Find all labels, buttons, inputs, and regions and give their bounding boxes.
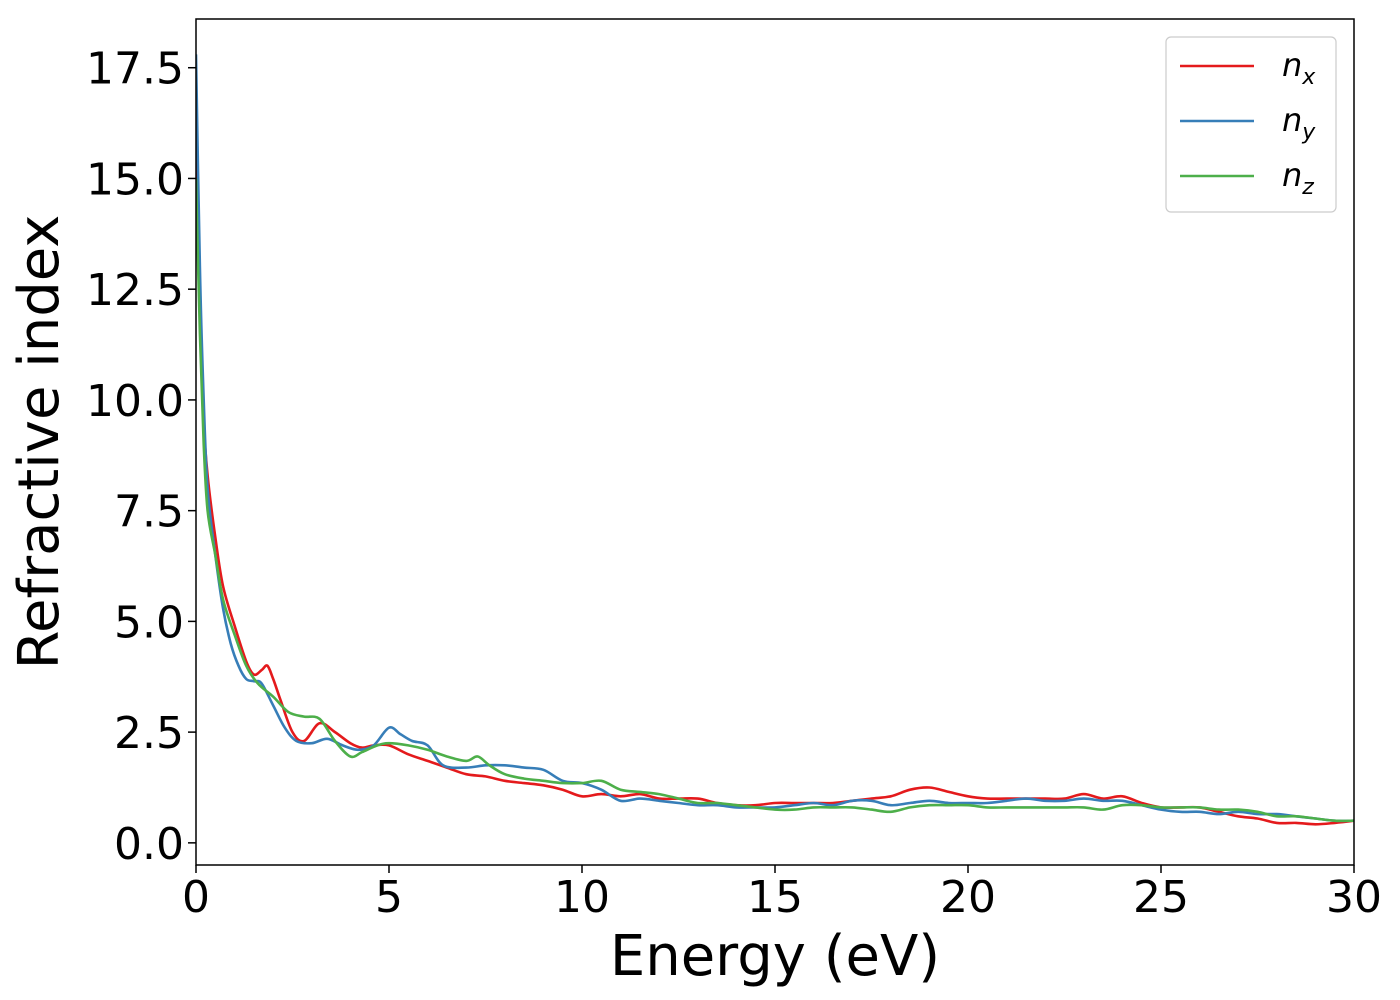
y-axis: 0.0 2.5 5.0 7.5 10.0 12.5 15.0 17.5 [86, 44, 196, 870]
series-line-x [196, 156, 1354, 826]
y-tick-label: 17.5 [86, 44, 184, 95]
x-axis: 0 5 10 15 20 25 30 [182, 865, 1382, 923]
x-tick-label: 15 [747, 872, 803, 923]
legend: nx ny nz [1165, 36, 1337, 213]
legend-label-z: nz [1282, 156, 1314, 200]
series-layer [196, 54, 1354, 826]
x-axis-label: Energy (eV) [610, 924, 940, 989]
x-tick-label: 25 [1133, 872, 1189, 923]
x-tick-label: 10 [554, 872, 610, 923]
y-tick-label: 15.0 [86, 154, 184, 205]
y-axis-label: Refractive index [7, 215, 72, 670]
legend-label-x: nx [1282, 46, 1316, 90]
x-tick-label: 0 [182, 872, 210, 923]
x-tick-label: 5 [375, 872, 403, 923]
y-tick-label: 0.0 [114, 819, 184, 870]
y-tick-label: 12.5 [86, 265, 184, 316]
x-tick-label: 20 [940, 872, 996, 923]
legend-label-y: ny [1282, 101, 1316, 145]
y-tick-label: 7.5 [114, 487, 184, 538]
x-tick-label: 30 [1326, 872, 1382, 923]
y-tick-label: 10.0 [86, 376, 184, 427]
legend-box [1165, 36, 1337, 213]
y-tick-label: 5.0 [114, 597, 184, 648]
series-line-z [196, 178, 1354, 823]
y-tick-label: 2.5 [114, 708, 184, 759]
